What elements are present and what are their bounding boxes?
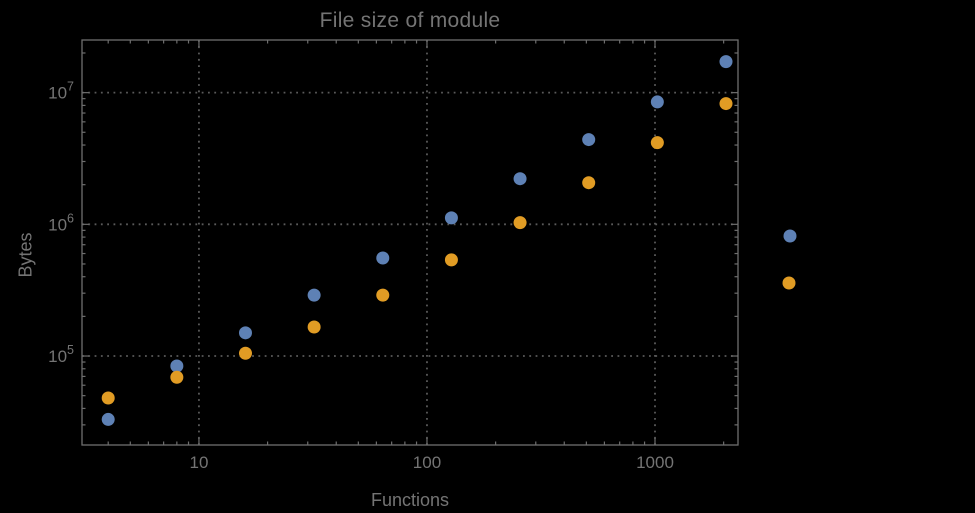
data-point-series-2-orange [238, 346, 252, 360]
data-point-series-2-orange [582, 176, 596, 190]
data-point-series-2-orange [719, 97, 733, 111]
plot-title: File size of module [319, 9, 501, 32]
y-tick-label: 107 [48, 80, 74, 103]
y-axis-label: Bytes [15, 232, 36, 278]
y-tick-label: 105 [48, 343, 74, 366]
legend-marker-series-2 [782, 276, 796, 290]
data-point-series-2-orange [101, 391, 115, 405]
data-point-series-2-orange [307, 320, 321, 334]
data-point-series-2-orange [444, 253, 458, 267]
data-point-series-1-blue [582, 133, 596, 147]
data-point-series-2-orange [513, 216, 527, 230]
data-point-series-1-blue [513, 172, 527, 186]
data-point-series-2-orange [650, 136, 664, 150]
data-point-series-2-orange [170, 370, 184, 384]
plot-frame [81, 39, 739, 446]
data-point-series-1-blue [238, 326, 252, 340]
data-point-series-1-blue [650, 95, 664, 109]
x-tick-label: 10 [189, 453, 208, 472]
data-point-series-1-blue [170, 359, 184, 373]
x-axis-label: Functions [370, 490, 450, 510]
data-point-series-1-blue [444, 211, 458, 225]
data-point-series-1-blue [719, 55, 733, 69]
data-point-series-1-blue [101, 412, 115, 426]
y-tick-label: 106 [48, 211, 74, 234]
data-point-series-1-blue [376, 251, 390, 265]
legend-marker-series-1 [783, 229, 797, 243]
data-point-series-1-blue [307, 288, 321, 302]
data-point-series-2-orange [376, 288, 390, 302]
x-tick-label: 1000 [636, 453, 674, 472]
x-tick-label: 100 [413, 453, 441, 472]
